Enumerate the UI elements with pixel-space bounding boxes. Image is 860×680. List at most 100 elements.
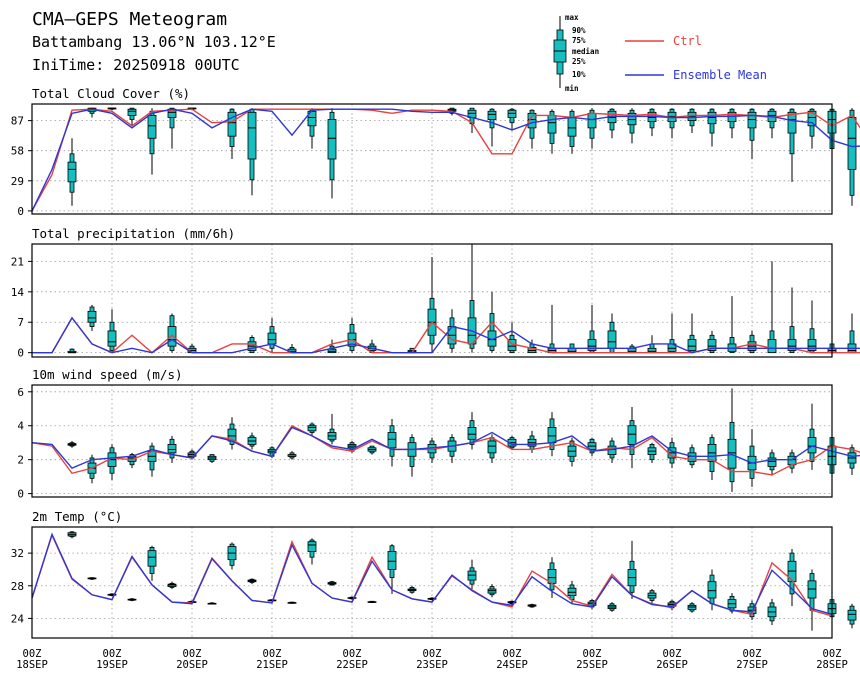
panel-frame [31, 103, 833, 215]
inner-box-25-75 [167, 326, 177, 347]
box-whisker [227, 108, 237, 159]
box-whisker [147, 108, 157, 175]
box-whisker [487, 108, 497, 147]
y-tick-label: 28 [11, 580, 24, 593]
box-whisker [467, 107, 477, 134]
inner-box-25-75 [787, 339, 797, 351]
box-whisker [547, 412, 557, 457]
y-tick-label: 21 [11, 255, 24, 268]
inner-box-25-75 [327, 119, 337, 160]
inner-box-25-75 [547, 115, 557, 134]
box-whisker [327, 108, 337, 199]
box-whisker [447, 434, 457, 464]
inner-box-25-75 [627, 112, 637, 126]
inner-box-25-75 [807, 437, 817, 454]
inner-box-25-75 [147, 550, 157, 567]
panel-0: Total Cloud Cover (%) 0 29 58 87 [11, 86, 860, 218]
legend-box-label: 10% [572, 70, 586, 79]
inner-box-25-75 [387, 551, 397, 570]
box-whisker [647, 589, 657, 604]
box-whisker [847, 108, 857, 206]
box-whisker [127, 598, 137, 602]
y-tick-label: 6 [17, 386, 24, 399]
x-tick-date: 18SEP [16, 659, 48, 671]
box-whisker [107, 444, 117, 481]
inner-box-25-75 [567, 117, 577, 137]
box-whisker [227, 417, 237, 450]
legend-mean-label: Ensemble Mean [673, 68, 767, 82]
box-whisker [687, 108, 697, 134]
inner-box-25-75 [267, 332, 277, 345]
box-whisker [767, 598, 777, 625]
box-whisker [607, 313, 617, 354]
y-tick-label: 29 [11, 175, 24, 188]
ctrl-series-line [31, 108, 860, 212]
box-whisker [67, 441, 77, 448]
x-tick-date: 22SEP [336, 659, 368, 671]
box-whisker [87, 577, 97, 581]
panels: Total Cloud Cover (%) 0 29 58 87 Total precip… [11, 86, 860, 639]
inner-box-25-75 [467, 427, 477, 440]
box-whisker [467, 412, 477, 450]
box-whisker [787, 287, 797, 354]
inner-box-25-75 [707, 339, 717, 351]
panel-frame [31, 384, 833, 498]
panel-title: 10m wind speed (m/s) [32, 367, 183, 382]
inner-box-25-75 [487, 110, 497, 120]
box-whisker [647, 108, 657, 137]
box-whisker [667, 108, 677, 139]
legend-box-label: min [565, 84, 579, 93]
box-whisker [747, 429, 757, 487]
box-whisker [427, 257, 437, 353]
panel-2: 10m wind speed (m/s) 0 2 4 6 [17, 367, 860, 501]
box-whisker [547, 304, 557, 354]
box-whisker [767, 449, 777, 475]
legend-ctrl-label: Ctrl [673, 34, 702, 48]
ensemble-mean-series-line [31, 426, 860, 469]
y-tick-label: 4 [17, 420, 24, 433]
inner-box-25-75 [167, 443, 177, 454]
y-tick-label: 32 [11, 547, 24, 560]
box-whisker [587, 437, 597, 457]
inner-box-25-75 [67, 161, 77, 183]
box-whisker [767, 261, 777, 354]
box-whisker [127, 107, 137, 126]
legend-box-label: 90% [572, 26, 586, 35]
box-whisker [307, 422, 317, 436]
box-whisker [487, 584, 497, 598]
box-whisker [727, 296, 737, 354]
ensemble-mean-series-line [32, 316, 860, 354]
inner-box-25-75 [127, 108, 137, 116]
y-tick-label: 0 [17, 488, 24, 501]
box-whisker [87, 304, 97, 331]
box-whisker [307, 538, 317, 565]
y-tick-label: 14 [11, 286, 25, 299]
panel-1: Total precipitation (mm/6h) 0 7 14 21 [11, 226, 860, 360]
box-whisker [147, 545, 157, 581]
inner-box-25-75 [707, 581, 717, 599]
inner-box-25-75 [87, 310, 97, 323]
panel-title: 2m Temp (°C) [32, 509, 122, 524]
box-whisker [167, 581, 177, 590]
init-time-label: IniTime: 20250918 00UTC [32, 56, 240, 74]
inner-box-25-75 [687, 339, 697, 351]
inner-box-25-75 [587, 339, 597, 351]
inner-box-25-75 [147, 115, 157, 139]
inner-box-25-75 [247, 111, 257, 160]
panel-3: 2m Temp (°C) 24 28 32 [11, 509, 857, 639]
box-whisker [767, 108, 777, 139]
x-tick-hour: 00Z [503, 648, 522, 660]
legend-box-label: 25% [572, 57, 586, 66]
box-whisker [687, 313, 697, 354]
box-whisker [107, 309, 117, 353]
box-whisker [747, 108, 757, 159]
x-tick-hour: 00Z [263, 648, 282, 660]
y-tick-label: 7 [17, 316, 24, 329]
panel-title: Total Cloud Cover (%) [32, 86, 190, 101]
y-tick-label: 24 [11, 612, 25, 625]
inner-box-25-75 [487, 440, 497, 454]
box-whisker [327, 339, 337, 354]
inner-box-25-75 [307, 425, 317, 432]
